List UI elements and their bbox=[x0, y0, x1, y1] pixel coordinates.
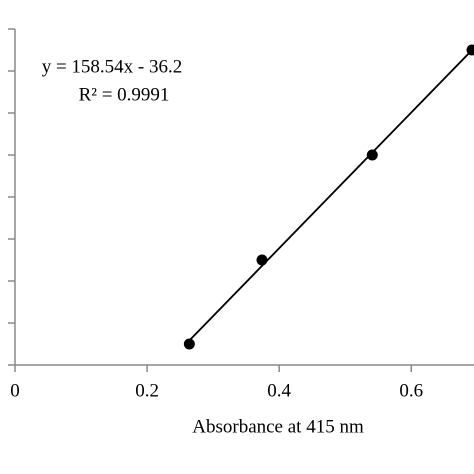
data-point bbox=[466, 44, 474, 56]
x-axis-title: Absorbance at 415 nm bbox=[192, 416, 364, 437]
r-squared: R² = 0.9991 bbox=[79, 84, 170, 105]
x-tick-label: 0.6 bbox=[399, 380, 423, 401]
equation: y = 158.54x - 36.2 bbox=[42, 56, 183, 77]
x-tick-label: 0 bbox=[10, 380, 20, 401]
data-point bbox=[366, 149, 378, 161]
trendline bbox=[188, 47, 474, 342]
x-tick-label: 0.4 bbox=[267, 380, 291, 401]
data-point bbox=[256, 254, 268, 266]
data-point bbox=[183, 338, 195, 350]
x-tick-label: 0.2 bbox=[135, 380, 159, 401]
